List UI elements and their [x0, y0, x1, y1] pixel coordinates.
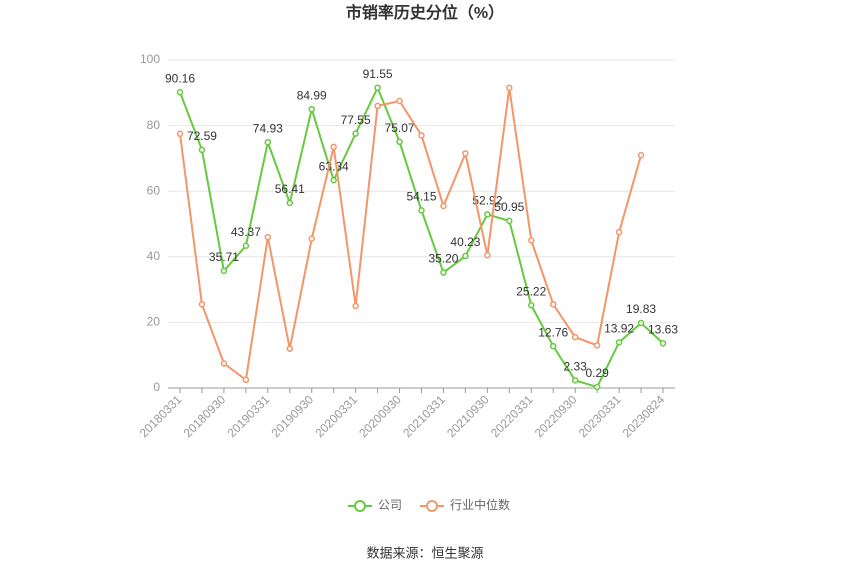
point	[286, 199, 294, 207]
data-label: 12.76	[538, 325, 568, 339]
point	[308, 235, 315, 243]
point	[571, 377, 579, 384]
point	[484, 251, 491, 259]
x-tick-label: 20220930	[532, 392, 580, 440]
data-label: 43.37	[231, 225, 261, 239]
point	[462, 150, 469, 157]
point	[374, 84, 381, 91]
data-label: 75.07	[385, 121, 415, 135]
point	[418, 132, 425, 139]
data-label: 63.34	[319, 159, 349, 173]
point	[615, 339, 623, 346]
point	[330, 176, 337, 184]
data-label: 35.20	[428, 252, 458, 266]
data-label: 84.99	[297, 88, 327, 102]
point	[264, 233, 272, 241]
x-tick-label: 20180930	[181, 392, 229, 440]
series-line	[179, 87, 643, 382]
data-label: 91.55	[363, 67, 393, 81]
point	[528, 302, 535, 309]
point	[549, 301, 557, 308]
data-label: 25.22	[516, 284, 546, 298]
x-tick-label: 20200331	[312, 392, 360, 440]
data-label: 72.59	[187, 129, 217, 143]
data-label: 54.15	[406, 190, 436, 204]
x-tick-label: 20200930	[356, 392, 404, 440]
point	[242, 242, 250, 249]
x-tick-label: 20190331	[225, 392, 273, 440]
point	[593, 383, 601, 391]
source: 数据来源：恒生聚源	[366, 545, 483, 560]
point	[440, 269, 447, 276]
data-label: 13.92	[604, 322, 634, 336]
x-tick-label: 20220331	[488, 392, 536, 440]
data-label: 77.55	[341, 113, 371, 127]
point	[264, 138, 272, 146]
x-tick-label: 20190930	[268, 392, 316, 440]
y-tick-label: 20	[147, 315, 161, 329]
data-label: 50.95	[494, 200, 524, 214]
data-label: 90.16	[165, 71, 195, 85]
point	[352, 130, 359, 137]
y-tick-label: 80	[147, 118, 161, 132]
point	[176, 130, 184, 138]
data-label: 35.71	[209, 250, 239, 264]
data-label: 2.33	[564, 360, 588, 374]
point	[176, 89, 184, 96]
point	[396, 97, 403, 105]
point	[198, 146, 206, 154]
point	[593, 342, 601, 349]
y-tick-label: 60	[147, 183, 161, 197]
point	[440, 202, 447, 210]
legend-marker	[354, 500, 366, 512]
data-label: 56.41	[275, 182, 305, 196]
point	[242, 376, 250, 384]
x-tick-label: 20210930	[444, 392, 492, 440]
data-label: 74.93	[253, 121, 283, 135]
data-label: 40.23	[450, 235, 480, 249]
point	[637, 319, 645, 327]
data-label: 13.63	[648, 322, 678, 336]
point	[220, 267, 228, 275]
x-tick-label: 20180331	[137, 392, 185, 440]
y-tick-label: 0	[153, 380, 160, 394]
point	[615, 228, 623, 236]
point	[659, 340, 667, 347]
point	[198, 301, 206, 308]
point	[506, 217, 513, 225]
x-tick-label: 20230824	[620, 392, 668, 440]
point	[374, 102, 381, 110]
point	[528, 237, 535, 244]
y-tick-label: 100	[140, 52, 160, 66]
point	[549, 342, 557, 350]
legend-marker	[426, 500, 439, 512]
point	[220, 360, 228, 367]
chart-title: 市销率历史分位（%）	[346, 3, 504, 22]
x-tick-label: 20210331	[400, 392, 448, 440]
point	[308, 105, 315, 113]
legend-label: 公司	[378, 498, 402, 512]
x-tick-label: 20230331	[576, 392, 624, 440]
point	[330, 143, 337, 151]
point	[637, 151, 645, 159]
point	[484, 211, 491, 218]
point	[462, 252, 469, 260]
y-tick-label: 40	[147, 249, 161, 263]
point	[352, 302, 359, 310]
data-label: 19.83	[626, 302, 656, 316]
point	[571, 333, 579, 341]
legend-label: 行业中位数	[450, 497, 510, 512]
point	[396, 138, 403, 146]
point	[418, 207, 425, 214]
data-label: 0.29	[585, 366, 609, 380]
point	[506, 84, 513, 92]
point	[286, 345, 294, 352]
